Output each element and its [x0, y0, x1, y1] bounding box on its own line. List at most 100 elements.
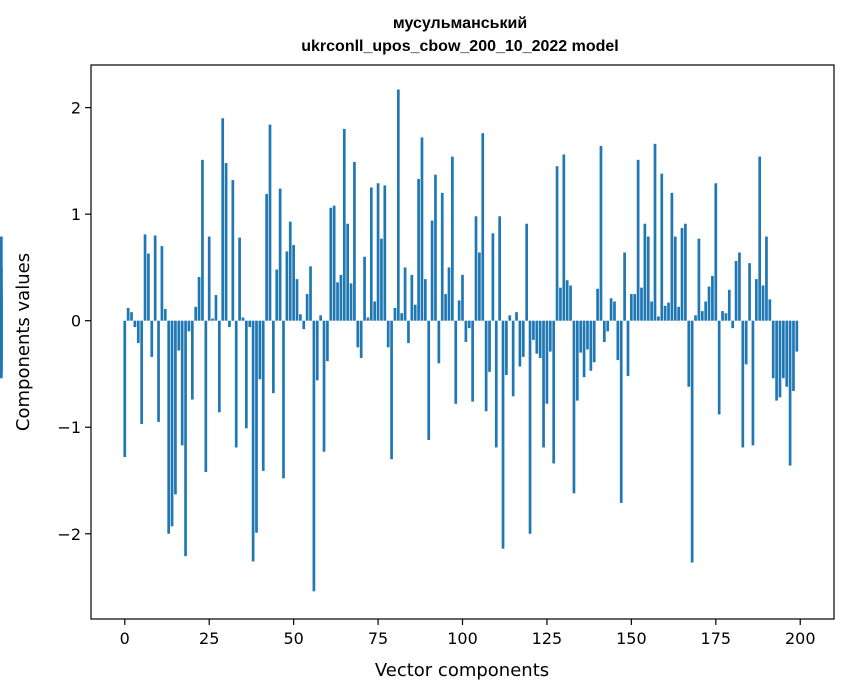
bar: [130, 312, 133, 321]
bar: [562, 154, 566, 321]
bar: [420, 137, 424, 321]
bar: [697, 238, 701, 321]
bar: [342, 128, 346, 321]
bar: [596, 288, 599, 321]
bar: [545, 320, 549, 404]
bar: [761, 285, 765, 321]
bar: [312, 320, 316, 592]
bar: [268, 124, 272, 321]
bar: [424, 279, 427, 321]
bar: [677, 306, 680, 321]
bar: [781, 320, 785, 379]
bar: [221, 118, 225, 321]
x-tick-label: 50: [283, 629, 303, 648]
bar: [555, 166, 559, 321]
bar: [214, 295, 218, 321]
bar: [261, 320, 265, 471]
bar: [586, 320, 589, 350]
x-tick-label: 175: [701, 629, 732, 648]
bar: [366, 317, 370, 321]
bar: [434, 174, 437, 321]
bar: [217, 320, 221, 413]
bar: [336, 282, 339, 321]
bar: [511, 320, 515, 397]
bar: [275, 269, 279, 321]
bar: [667, 302, 670, 321]
bar: [704, 301, 708, 321]
bar: [532, 320, 535, 340]
bar: [440, 192, 444, 321]
bar: [386, 320, 390, 348]
bar: [754, 279, 758, 321]
bar: [167, 320, 171, 534]
bar: [376, 183, 380, 321]
bar: [288, 221, 292, 321]
bar: [748, 263, 751, 321]
bar: [569, 285, 572, 321]
bar: [413, 304, 417, 321]
bar: [305, 294, 309, 321]
bar: [565, 280, 569, 321]
x-tick-label: 200: [785, 629, 816, 648]
bar: [636, 159, 640, 321]
x-tick-label: 0: [120, 629, 130, 648]
bar: [329, 207, 333, 321]
bar: [724, 313, 728, 321]
bar: [390, 320, 393, 460]
bar: [535, 320, 539, 354]
bar: [174, 320, 177, 495]
bar: [758, 156, 762, 321]
bar: [238, 237, 241, 321]
bar: [427, 320, 431, 441]
bar: [711, 275, 714, 321]
bar: [245, 320, 248, 429]
bar: [616, 320, 620, 361]
bar: [474, 216, 478, 321]
bar: [228, 320, 231, 328]
x-tick-label: 75: [368, 629, 388, 648]
bar: [700, 311, 704, 321]
bar: [396, 89, 400, 321]
bar: [194, 306, 198, 321]
y-tick-label: 0: [71, 312, 81, 331]
bar: [251, 320, 255, 562]
bar: [508, 315, 512, 321]
bar: [180, 320, 184, 446]
bar: [147, 253, 150, 321]
bar: [0, 267, 3, 321]
bar: [255, 320, 258, 533]
bar: [417, 179, 420, 321]
x-tick-label: 125: [532, 629, 563, 648]
bar: [437, 320, 441, 364]
bar: [673, 236, 677, 321]
bar: [211, 318, 214, 321]
bar: [204, 320, 208, 472]
bar: [285, 251, 289, 321]
bar: [430, 220, 434, 321]
bar: [795, 320, 799, 352]
bar: [407, 320, 410, 344]
x-tick-label: 25: [199, 629, 219, 648]
bar: [309, 266, 312, 321]
bar: [721, 311, 724, 321]
bar: [707, 286, 711, 321]
bar: [339, 274, 343, 321]
bar: [751, 320, 755, 446]
bar: [447, 267, 451, 321]
chart-title-line-2: ukrconll_upos_cbow_200_10_2022 model: [301, 38, 618, 55]
x-tick-label: 150: [616, 629, 647, 648]
bar: [464, 320, 468, 342]
bar: [224, 163, 228, 321]
bar: [272, 320, 275, 394]
bar: [694, 315, 697, 321]
bar: [356, 320, 360, 348]
bar: [140, 320, 144, 425]
bar: [481, 133, 485, 321]
bar: [299, 314, 302, 321]
bar: [187, 320, 191, 332]
bar: [454, 320, 458, 404]
bar: [670, 192, 674, 321]
bar: [133, 320, 137, 328]
bar: [505, 320, 508, 376]
